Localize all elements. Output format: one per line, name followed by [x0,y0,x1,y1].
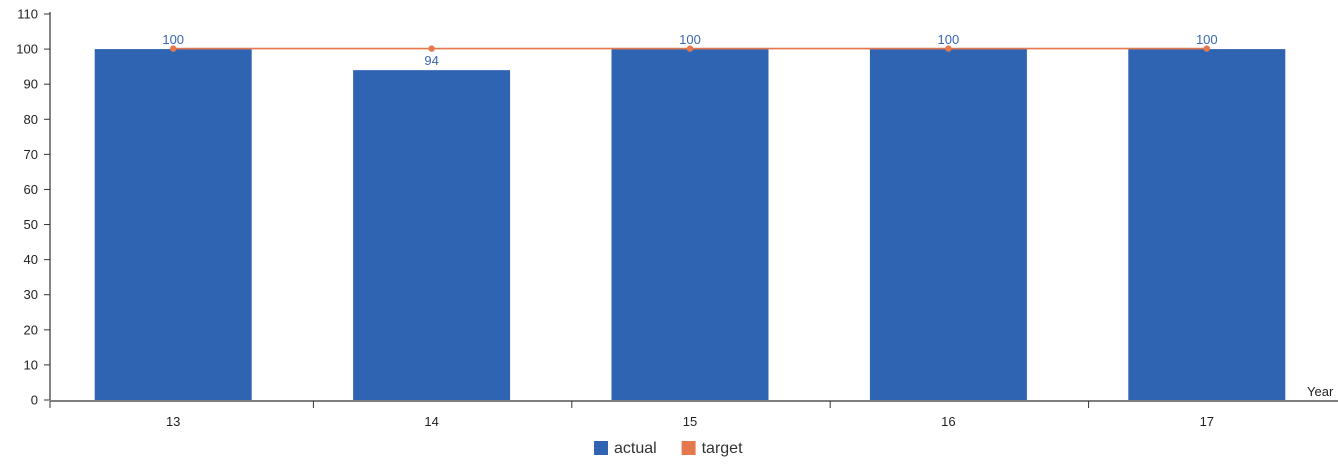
legend-swatch [681,441,696,455]
target-point [945,45,952,52]
x-tick-label: 16 [941,414,955,429]
y-tick-label: 10 [24,357,38,372]
data-label: 100 [1196,32,1218,47]
target-line [170,45,1211,52]
x-tick-label: 13 [166,414,180,429]
bar-actual [611,49,769,400]
target-point [170,45,177,52]
bar-actual [1128,49,1286,400]
y-tick-label: 70 [24,147,38,162]
legend-label: actual [614,440,657,457]
x-tick-label: 17 [1200,414,1214,429]
legend: actual target [594,440,743,457]
legend-swatch [594,441,608,455]
legend-item-target: target [681,440,743,457]
legend-item-actual: actual [594,440,657,457]
y-tick-label: 20 [24,322,38,337]
x-tick-label: 15 [683,414,697,429]
data-label: 100 [162,32,184,47]
y-tick-label: 40 [24,252,38,267]
y-tick-label: 110 [17,7,38,22]
legend-label: target [702,440,743,457]
y-tick-label: 80 [24,112,38,127]
target-point [1203,45,1211,52]
y-tick-label: 30 [24,287,38,302]
data-labels: 100 94 100 100 100 [162,32,1217,68]
target-point [686,45,694,52]
y-tick-label: 90 [24,77,38,92]
x-axis-title: Year [1307,384,1334,399]
data-label: 100 [938,32,960,47]
bar-actual [869,49,1027,400]
bars [94,49,1286,401]
y-tick-label: 100 [16,42,38,57]
bar-actual [94,49,252,400]
data-label: 94 [424,53,438,68]
y-tick-label: 60 [24,182,38,197]
data-label: 100 [679,32,701,47]
bar-actual [353,70,511,401]
y-tick-label: 50 [24,217,38,232]
y-axis: 0 10 20 30 40 50 60 70 80 90 100 110 [16,7,51,408]
x-axis: 13 14 15 16 17 [49,400,1338,429]
y-tick-label: 0 [31,393,38,408]
target-point [428,45,435,52]
x-tick-label: 14 [424,414,438,429]
